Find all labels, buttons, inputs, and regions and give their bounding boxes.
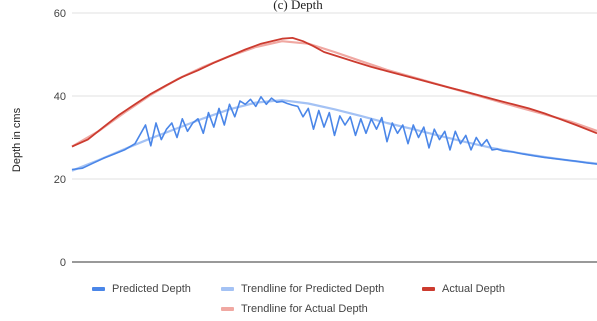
legend-swatch-predicted bbox=[92, 287, 105, 291]
y-axis-ticks: 0 20 40 60 bbox=[54, 8, 66, 269]
series-line-predicted bbox=[71, 96, 597, 171]
legend-label-predicted: Predicted Depth bbox=[112, 283, 191, 295]
y-tick-label: 40 bbox=[54, 91, 66, 103]
y-axis-label: Depth in cms bbox=[11, 107, 23, 172]
gridlines bbox=[72, 12, 597, 180]
y-tick-label: 60 bbox=[54, 8, 66, 20]
legend-label-predicted_trend: Trendline for Predicted Depth bbox=[241, 283, 384, 295]
y-tick-label: 0 bbox=[60, 257, 66, 269]
legend-label-actual_trend: Trendline for Actual Depth bbox=[241, 303, 368, 315]
y-tick-label: 20 bbox=[54, 174, 66, 186]
series-line-actual bbox=[71, 37, 597, 148]
chart-title: (c) Depth bbox=[273, 0, 323, 12]
legend-swatch-actual bbox=[422, 287, 435, 291]
legend-swatch-predicted_trend bbox=[221, 287, 234, 291]
legend: Predicted Depth Trendline for Predicted D… bbox=[92, 283, 505, 315]
plot-series bbox=[71, 37, 597, 172]
legend-label-actual: Actual Depth bbox=[442, 283, 505, 295]
legend-swatch-actual_trend bbox=[221, 307, 234, 311]
